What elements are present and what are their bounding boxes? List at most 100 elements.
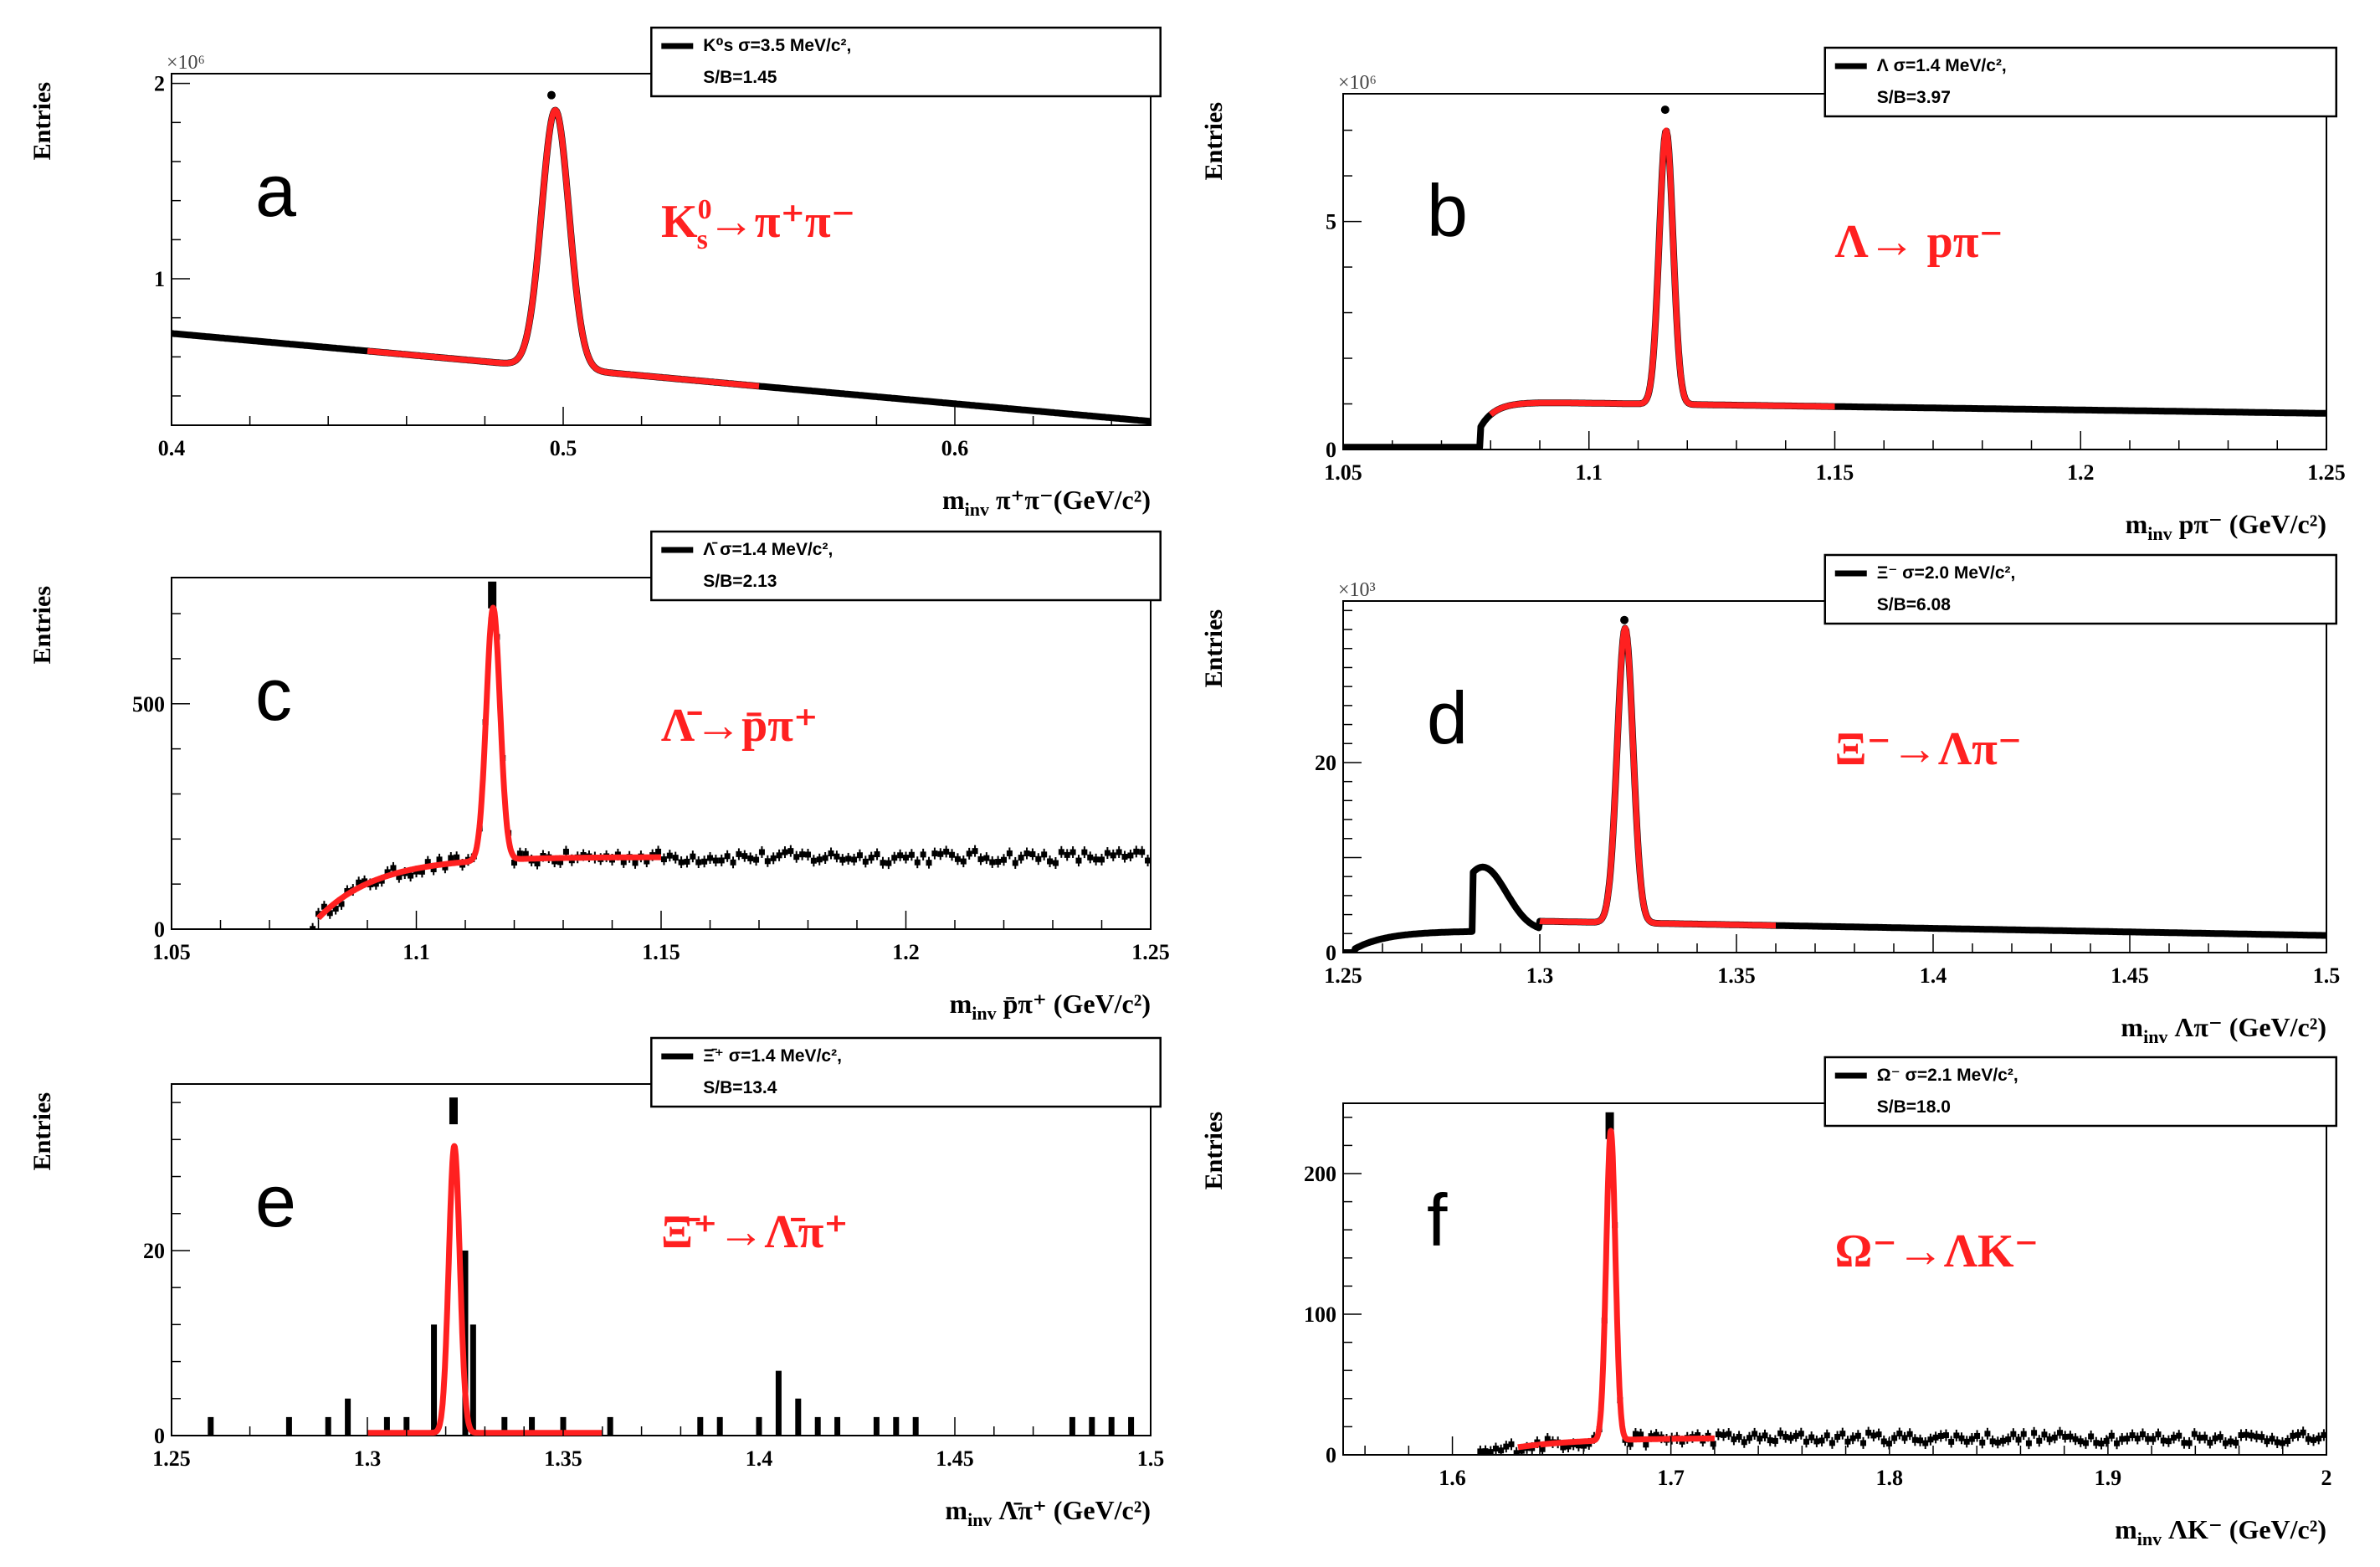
x-tick-label: 1.35 [1717, 963, 1756, 988]
x-label-sub: inv [972, 1003, 996, 1024]
reaction-main: Ω⁻→ΛK⁻ [1835, 1225, 2039, 1277]
data-layer [208, 1097, 1135, 1436]
x-label-sub: inv [965, 499, 989, 520]
legend-box [650, 26, 1162, 98]
y-tick-label: 1 [154, 267, 165, 291]
data-layer [1343, 615, 2326, 953]
y-exponent: ×10³ [1338, 579, 1376, 601]
data-point [529, 1416, 536, 1436]
x-tick-label: 1.25 [2307, 460, 2346, 485]
x-tick-label: 1.6 [1439, 1466, 1466, 1490]
legend-box [1823, 1056, 2337, 1128]
x-label-sub: inv [2147, 523, 2172, 544]
x-tick-label: 1.45 [2111, 963, 2149, 988]
y-tick-label: 0 [154, 917, 165, 942]
panel-d: 1.25 1.3 1.35 1.4 1.45 1.5 0 20 ×10³ Entries minv … [1200, 553, 2341, 1047]
plot-frame [1342, 600, 2327, 953]
panel-letter: b [1427, 169, 1468, 252]
y-axis-label: Entries [28, 82, 56, 160]
data-point [469, 1324, 476, 1436]
x-tick-label: 1.2 [2067, 460, 2095, 485]
x-tick-label: 1.1 [1576, 460, 1603, 485]
y-axis-label: Entries [1200, 609, 1228, 687]
x-axis-label: minv p̄π⁺ (GeV/c²) [950, 989, 1151, 1024]
legend-line1: Ξ⁻ σ=2.0 MeV/c², [1877, 563, 2016, 583]
reaction-label: Ω⁻→ΛK⁻ [1835, 1225, 2039, 1277]
plot-frame [171, 73, 1152, 426]
data-curve [1343, 624, 2326, 953]
reaction-sup: 0 [698, 194, 712, 225]
data-point [912, 1416, 919, 1436]
legend-line2: S/B=6.08 [1877, 595, 1951, 614]
y-tick-label: 200 [1304, 1162, 1336, 1186]
y-tick-label: 20 [143, 1239, 165, 1263]
x-tick-label: 1.3 [1526, 963, 1554, 988]
peak-marker [1620, 615, 1629, 624]
data-point [1128, 1416, 1135, 1436]
data-point [873, 1416, 880, 1436]
data-layer [1343, 105, 2326, 450]
data-point [795, 1398, 802, 1436]
reaction-sub: s [697, 224, 708, 255]
reaction-label: Λ→ pπ⁻ [1835, 216, 2004, 268]
x-axis-label: minv Λ̄π⁺ (GeV/c²) [945, 1495, 1151, 1530]
x-tick-label: 1.9 [2095, 1466, 2122, 1490]
x-tick-label: 1.25 [1131, 940, 1170, 964]
x-label-rest: π⁺π⁻(GeV/c²) [989, 485, 1151, 515]
reaction-label: Λ̄→p̄π⁺ [661, 700, 818, 752]
data-layer [1477, 1112, 2326, 1455]
x-label-m: m [942, 485, 965, 515]
panel-f: 1.6 1.7 1.8 1.9 2 0 100 200 Entries minv ΛK⁻ (GeV… [1200, 1056, 2337, 1549]
x-label-rest: Λ̄π⁺ (GeV/c²) [992, 1495, 1151, 1525]
x-label-m: m [2115, 1514, 2137, 1544]
data-point [501, 1416, 508, 1436]
fit-curve [1488, 127, 1838, 418]
legend-box [650, 1036, 1162, 1108]
x-label-m: m [2121, 1012, 2143, 1042]
plot-frame [171, 577, 1152, 930]
legend-line1: Λ σ=1.4 MeV/c², [1877, 56, 2007, 75]
y-tick-label: 0 [1326, 941, 1336, 965]
y-axis-label: Entries [1200, 1112, 1228, 1189]
peak-marker [546, 90, 556, 100]
data-layer [310, 581, 1151, 929]
x-tick-label: 1.45 [936, 1446, 974, 1471]
reaction-label: Ξ⁻→Λπ⁻ [1835, 723, 2023, 775]
data-point [285, 1416, 292, 1436]
x-tick-label: 1.7 [1657, 1466, 1685, 1490]
x-tick-label: 2 [2321, 1466, 2332, 1490]
x-label-rest: pπ⁻ (GeV/c²) [2172, 509, 2326, 539]
x-tick-label: 1.25 [152, 1446, 191, 1471]
x-label-rest: ΛK⁻ (GeV/c²) [2162, 1514, 2326, 1544]
legend-box [1823, 46, 2337, 118]
data-point [1089, 1416, 1095, 1436]
x-label-sub: inv [967, 1509, 992, 1530]
x-label-m: m [945, 1495, 967, 1525]
reaction-main: Λ̄→p̄π⁺ [661, 700, 818, 752]
fit-curve [1515, 1128, 1717, 1451]
peak-marker [1660, 105, 1670, 115]
data-point [403, 1416, 410, 1436]
peak-marker [449, 1097, 458, 1125]
plot-frame [171, 1083, 1152, 1436]
x-tick-label: 1.4 [746, 1446, 773, 1471]
legend-line2: S/B=1.45 [703, 68, 777, 87]
y-tick-label: 0 [1326, 438, 1336, 462]
x-tick-label: 1.05 [1324, 460, 1362, 485]
plot-frame [1342, 93, 2327, 450]
data-point [834, 1416, 841, 1436]
legend-line2: S/B=3.97 [1877, 88, 1951, 107]
reaction-rest: →π⁺π⁻ [708, 196, 855, 248]
y-tick-label: 500 [132, 692, 165, 717]
y-tick-label: 0 [154, 1424, 165, 1448]
y-tick-label: 20 [1315, 751, 1336, 775]
y-tick-label: 100 [1304, 1302, 1336, 1327]
x-tick-label: 0.6 [941, 436, 969, 460]
data-point [716, 1416, 723, 1436]
data-point [325, 1416, 331, 1436]
x-tick-label: 1.5 [2313, 963, 2341, 988]
panel-letter: c [255, 653, 292, 736]
peak-marker [1605, 1112, 1614, 1139]
y-tick-label: 2 [154, 72, 165, 96]
